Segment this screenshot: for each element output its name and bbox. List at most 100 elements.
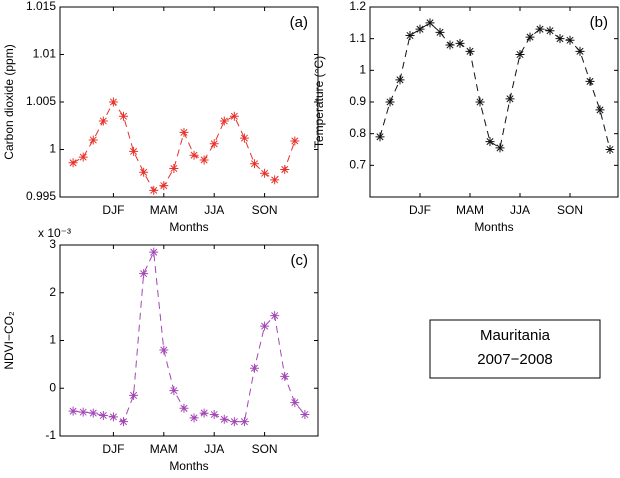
y-tick-label: 1 bbox=[359, 63, 366, 77]
y-tick-label: 1 bbox=[49, 142, 56, 156]
x-tick-label: DJF bbox=[409, 203, 431, 217]
marker bbox=[565, 35, 575, 45]
y-tick-label: 3 bbox=[49, 237, 56, 251]
marker bbox=[485, 137, 495, 147]
marker bbox=[375, 132, 385, 142]
y-tick-label: 1.2 bbox=[349, 0, 366, 13]
marker bbox=[445, 40, 455, 50]
marker bbox=[270, 175, 280, 185]
marker bbox=[108, 412, 118, 422]
marker bbox=[250, 363, 260, 373]
x-tick-label: SON bbox=[252, 442, 278, 456]
marker bbox=[199, 408, 209, 418]
marker bbox=[280, 164, 290, 174]
marker bbox=[395, 75, 405, 85]
y-axis-label: Carbon dioxide (ppm) bbox=[2, 44, 16, 159]
marker bbox=[405, 31, 415, 40]
plot-area bbox=[59, 244, 319, 437]
text-box-line: 2007−2008 bbox=[477, 351, 553, 368]
y-tick-label: 0 bbox=[49, 380, 56, 394]
plot-area bbox=[59, 6, 319, 198]
marker bbox=[199, 155, 209, 165]
marker bbox=[229, 417, 239, 427]
marker bbox=[425, 18, 435, 28]
y-multiplier: x 10⁻³ bbox=[38, 226, 71, 240]
text-box bbox=[429, 319, 601, 379]
x-tick-label: MAM bbox=[150, 203, 178, 217]
marker bbox=[455, 38, 465, 48]
marker bbox=[189, 150, 199, 160]
x-axis-label: Months bbox=[169, 220, 208, 234]
text-box-line: Mauritania bbox=[480, 327, 551, 344]
x-tick-label: JJA bbox=[510, 203, 530, 217]
marker bbox=[149, 185, 159, 195]
y-tick-label: 1 bbox=[49, 333, 56, 347]
marker bbox=[129, 146, 139, 156]
marker bbox=[118, 417, 128, 427]
marker bbox=[270, 311, 280, 321]
marker bbox=[219, 414, 229, 424]
marker bbox=[219, 116, 229, 126]
y-tick-label: 0.995 bbox=[26, 189, 56, 203]
marker bbox=[250, 159, 260, 169]
plot-area bbox=[369, 6, 619, 198]
marker bbox=[475, 97, 485, 107]
marker bbox=[239, 417, 249, 427]
marker bbox=[585, 76, 595, 86]
marker bbox=[78, 407, 88, 417]
y-tick-label: 2 bbox=[49, 285, 56, 299]
marker bbox=[229, 111, 239, 121]
x-tick-label: DJF bbox=[102, 203, 124, 217]
marker bbox=[88, 135, 98, 145]
marker bbox=[169, 164, 179, 173]
marker bbox=[575, 46, 585, 56]
marker bbox=[68, 158, 78, 168]
y-tick-label: -1 bbox=[45, 428, 56, 442]
marker bbox=[179, 403, 189, 413]
marker bbox=[260, 168, 270, 178]
marker bbox=[505, 94, 515, 104]
x-tick-label: DJF bbox=[102, 442, 124, 456]
marker bbox=[169, 386, 179, 396]
y-axis-label: NDVI−CO₂ bbox=[2, 311, 16, 370]
marker bbox=[290, 136, 300, 146]
marker bbox=[605, 145, 615, 154]
x-tick-label: SON bbox=[252, 203, 278, 217]
x-tick-label: MAM bbox=[150, 442, 178, 456]
marker bbox=[290, 398, 300, 408]
marker bbox=[495, 143, 505, 153]
marker bbox=[98, 116, 108, 126]
y-tick-label: 0.9 bbox=[349, 94, 366, 108]
marker bbox=[108, 97, 118, 107]
marker bbox=[159, 345, 169, 355]
x-tick-label: MAM bbox=[456, 203, 484, 217]
marker bbox=[545, 26, 555, 36]
x-tick-label: SON bbox=[557, 203, 583, 217]
y-tick-label: 1.01 bbox=[33, 47, 57, 61]
y-axis-label: Temperature (°C) bbox=[312, 56, 326, 148]
marker bbox=[239, 133, 249, 143]
marker bbox=[129, 390, 139, 400]
marker bbox=[300, 410, 310, 420]
panel-label: (a) bbox=[290, 14, 308, 31]
y-tick-label: 0.7 bbox=[349, 158, 366, 172]
x-axis-label: Months bbox=[169, 459, 208, 473]
marker bbox=[415, 24, 425, 34]
marker bbox=[435, 27, 445, 37]
marker bbox=[179, 127, 189, 137]
y-tick-label: 0.8 bbox=[349, 126, 366, 140]
x-tick-label: JJA bbox=[204, 442, 224, 456]
y-tick-label: 1.005 bbox=[26, 94, 56, 108]
x-axis-label: Months bbox=[474, 220, 513, 234]
marker bbox=[189, 413, 199, 423]
marker bbox=[535, 24, 545, 34]
marker bbox=[159, 181, 169, 191]
marker bbox=[465, 46, 475, 56]
marker bbox=[98, 410, 108, 420]
marker bbox=[118, 111, 128, 121]
marker bbox=[595, 105, 605, 115]
panel-label: (c) bbox=[291, 252, 309, 269]
marker bbox=[139, 167, 149, 177]
marker bbox=[209, 139, 219, 149]
marker bbox=[525, 32, 535, 42]
